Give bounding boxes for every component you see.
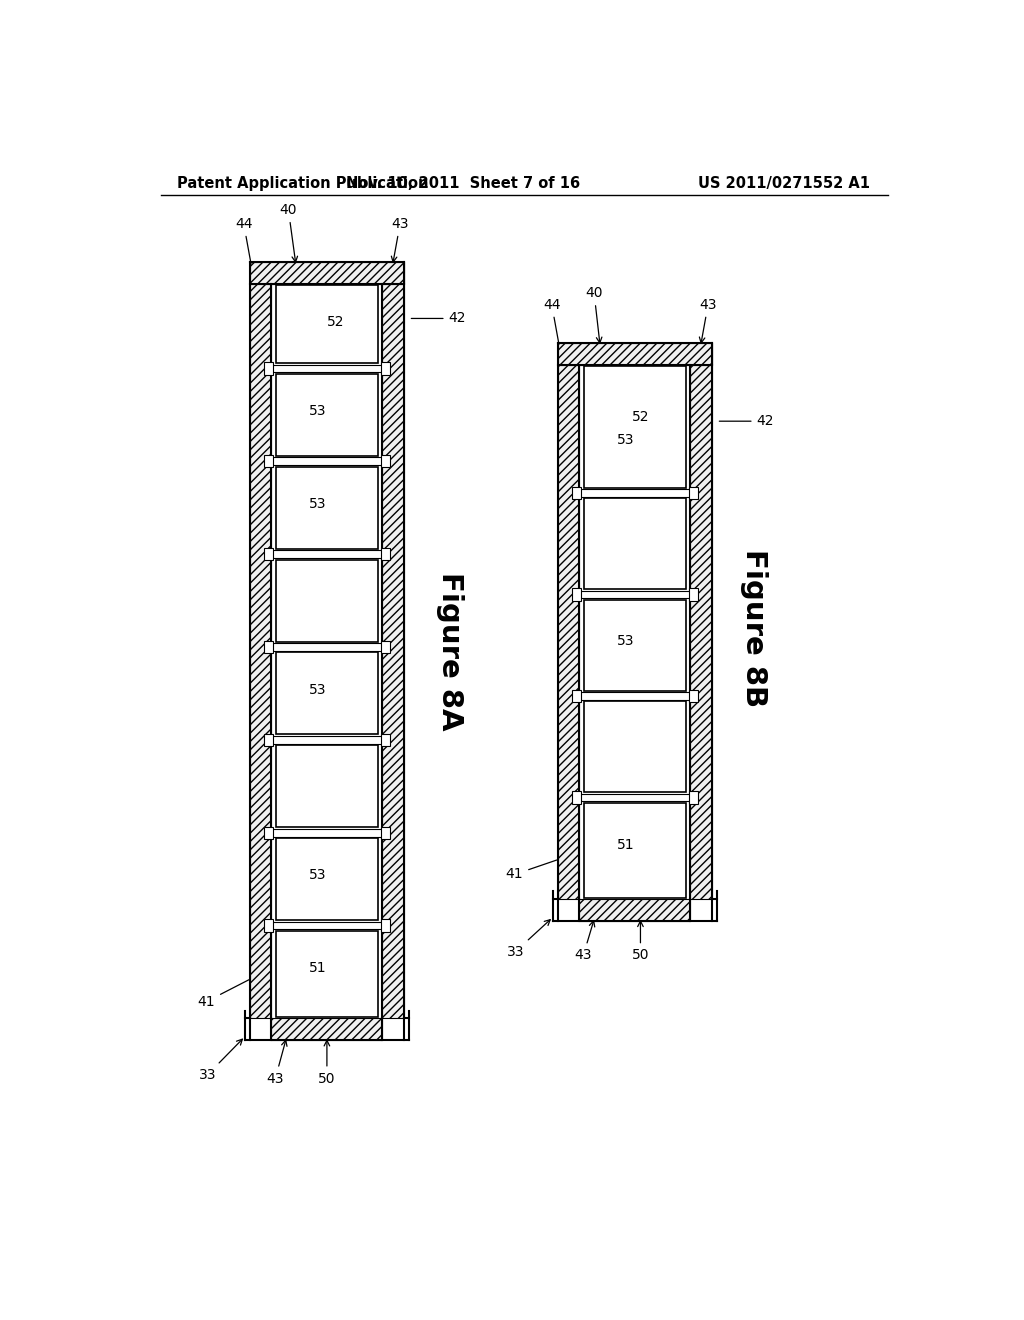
Bar xyxy=(271,829,382,837)
Text: 43: 43 xyxy=(391,216,409,263)
Bar xyxy=(381,362,390,375)
Bar xyxy=(381,640,390,653)
Bar xyxy=(584,803,686,898)
Bar xyxy=(276,652,378,734)
Bar xyxy=(264,548,273,560)
Bar xyxy=(580,490,690,496)
Text: 44: 44 xyxy=(543,298,560,345)
Bar xyxy=(580,364,690,899)
Text: 52: 52 xyxy=(327,315,344,329)
Text: 51: 51 xyxy=(617,837,635,851)
Bar xyxy=(689,690,698,702)
Bar xyxy=(250,263,403,284)
Bar xyxy=(381,548,390,560)
Bar xyxy=(571,690,581,702)
Text: 53: 53 xyxy=(617,433,635,447)
Text: 43: 43 xyxy=(699,298,717,343)
Bar xyxy=(271,550,382,558)
Bar xyxy=(689,589,698,601)
Text: 53: 53 xyxy=(309,682,327,697)
Bar xyxy=(584,599,686,690)
Bar xyxy=(584,701,686,792)
Text: 53: 53 xyxy=(309,404,327,418)
Text: 40: 40 xyxy=(280,203,298,263)
Bar xyxy=(584,367,686,487)
Bar xyxy=(584,499,686,589)
Bar xyxy=(580,692,690,700)
Bar xyxy=(264,362,273,375)
Text: Figure 8A: Figure 8A xyxy=(436,572,464,730)
Bar xyxy=(271,458,382,465)
Bar xyxy=(276,746,378,828)
Bar xyxy=(558,343,712,364)
Text: 43: 43 xyxy=(574,921,595,962)
Text: 40: 40 xyxy=(586,286,603,343)
Bar xyxy=(571,487,581,499)
Bar xyxy=(264,920,273,932)
Bar xyxy=(580,793,690,801)
Bar xyxy=(690,343,712,899)
Bar xyxy=(250,263,271,1019)
Bar xyxy=(264,640,273,653)
Text: Patent Application Publication: Patent Application Publication xyxy=(177,176,428,190)
Text: 44: 44 xyxy=(234,216,253,264)
Text: 50: 50 xyxy=(318,1040,336,1085)
Bar xyxy=(271,364,382,372)
Text: 41: 41 xyxy=(506,861,557,882)
Bar xyxy=(271,737,382,743)
Bar xyxy=(689,487,698,499)
Bar xyxy=(271,284,382,1019)
Bar xyxy=(276,931,378,1016)
Text: Nov. 10, 2011  Sheet 7 of 16: Nov. 10, 2011 Sheet 7 of 16 xyxy=(346,176,581,190)
Text: US 2011/0271552 A1: US 2011/0271552 A1 xyxy=(697,176,869,190)
Bar xyxy=(271,1019,382,1040)
Text: 42: 42 xyxy=(719,414,774,428)
Bar xyxy=(580,899,690,921)
Text: Figure 8B: Figure 8B xyxy=(740,549,768,708)
Bar xyxy=(271,921,382,929)
Text: 53: 53 xyxy=(617,635,635,648)
Bar xyxy=(558,343,580,899)
Text: 33: 33 xyxy=(199,1039,243,1081)
Bar xyxy=(381,920,390,932)
Text: 51: 51 xyxy=(309,961,327,975)
Text: 52: 52 xyxy=(632,411,649,424)
Bar xyxy=(276,838,378,920)
Bar xyxy=(381,455,390,467)
Text: 42: 42 xyxy=(412,312,466,326)
Bar xyxy=(580,590,690,598)
Text: 41: 41 xyxy=(198,979,249,1008)
Bar xyxy=(276,560,378,642)
Bar xyxy=(264,455,273,467)
Bar xyxy=(276,467,378,549)
Text: 50: 50 xyxy=(632,921,649,962)
Bar xyxy=(276,285,378,363)
Bar xyxy=(689,792,698,804)
Text: 43: 43 xyxy=(266,1040,287,1085)
Bar xyxy=(264,734,273,746)
Text: 33: 33 xyxy=(507,920,550,958)
Bar xyxy=(264,826,273,840)
Text: 53: 53 xyxy=(309,496,327,511)
Bar xyxy=(382,263,403,1019)
Bar xyxy=(271,643,382,651)
Bar xyxy=(571,792,581,804)
Bar xyxy=(276,374,378,455)
Text: 53: 53 xyxy=(309,869,327,882)
Bar xyxy=(571,589,581,601)
Bar xyxy=(381,826,390,840)
Bar xyxy=(381,734,390,746)
